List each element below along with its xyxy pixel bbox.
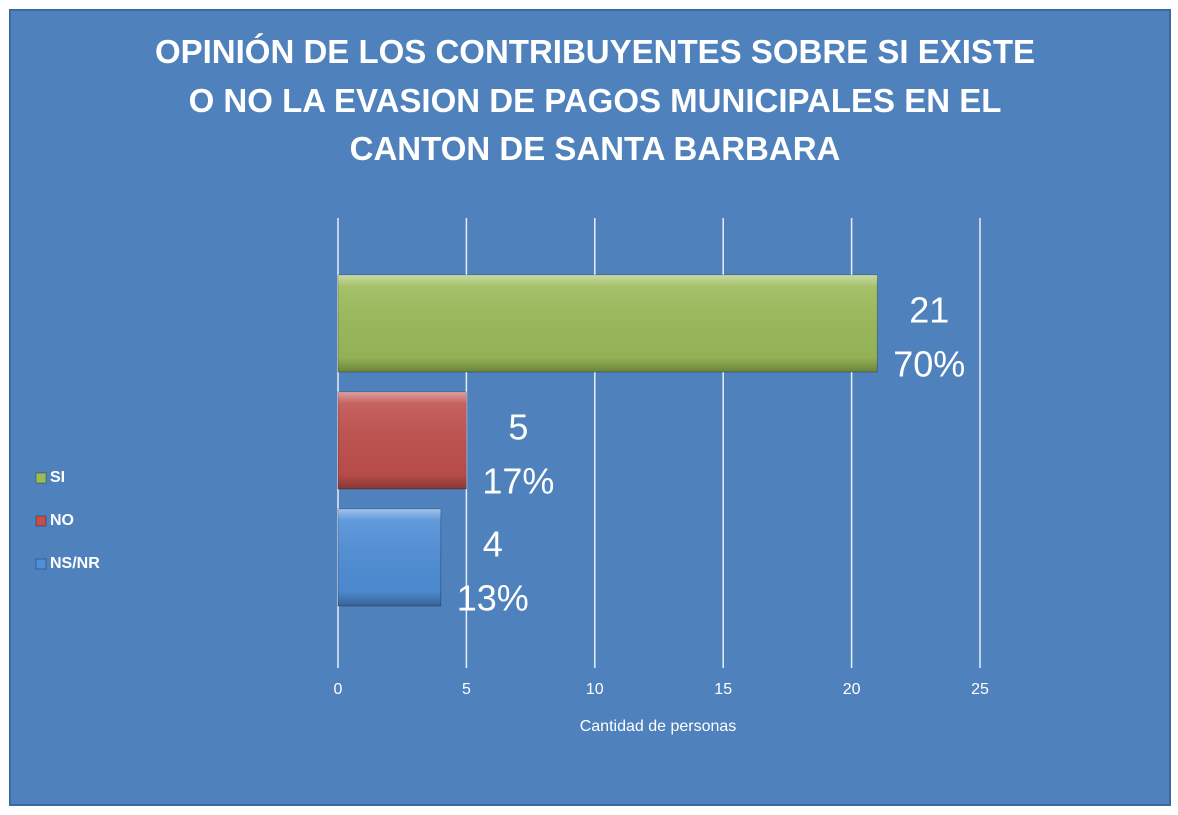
legend-swatch [35, 472, 47, 484]
legend-label: SI [50, 469, 65, 486]
data-label-percent: 17% [482, 461, 554, 502]
bar-shine [338, 275, 878, 372]
x-tick-label: 0 [334, 681, 343, 698]
legend-swatch [35, 515, 47, 527]
x-tick-label: 25 [971, 681, 989, 698]
legend-label: NO [50, 512, 74, 529]
x-tick-label: 10 [586, 681, 604, 698]
x-axis-label: Cantidad de personas [580, 718, 737, 735]
data-label: 5 [508, 407, 528, 448]
bar-shine [338, 392, 467, 489]
chart-title: OPINIÓN DE LOS CONTRIBUYENTES SOBRE SI E… [154, 33, 1036, 167]
legend-swatch [35, 558, 47, 570]
legend-label: NS/NR [50, 555, 100, 572]
x-tick-label: 20 [843, 681, 861, 698]
data-label: 4 [483, 524, 503, 565]
bar-shine [338, 509, 441, 606]
x-tick-label: 5 [462, 681, 471, 698]
data-label-percent: 13% [457, 578, 529, 619]
x-tick-label: 15 [714, 681, 732, 698]
chart-bg [9, 9, 1171, 806]
data-label: 21 [909, 290, 949, 331]
data-label-percent: 70% [893, 344, 965, 385]
